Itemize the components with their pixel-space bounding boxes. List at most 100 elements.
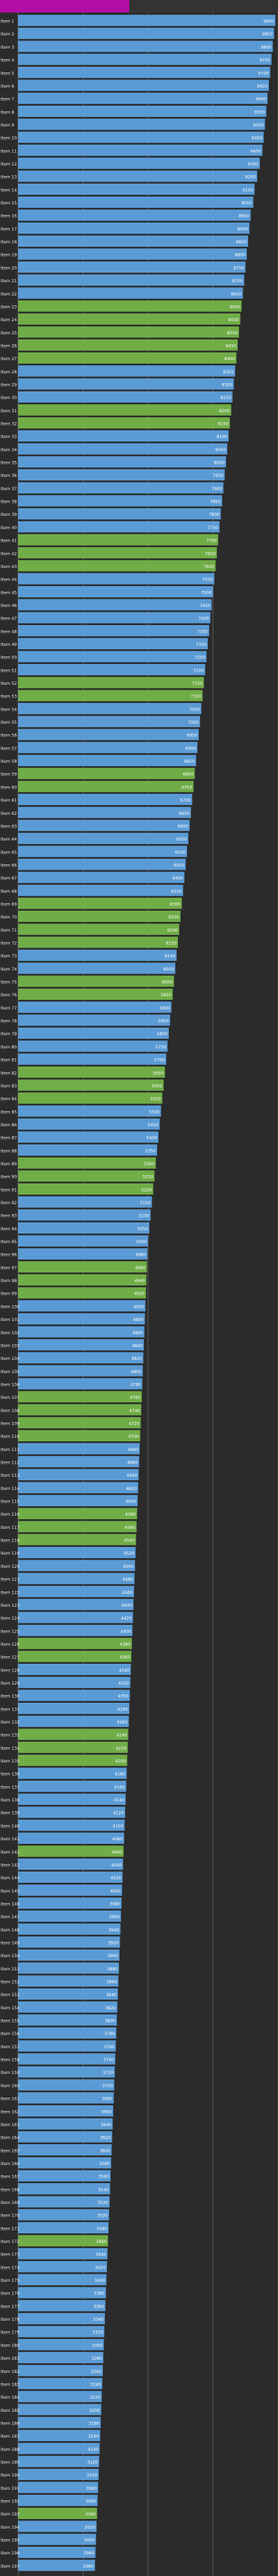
bar-category-label: Item 53 — [1, 695, 17, 699]
bar — [18, 677, 204, 688]
tab-right[interactable] — [129, 0, 278, 13]
bar-category-label: Item 157 — [1, 2045, 19, 2050]
bar-value-label: 3120 — [87, 2460, 97, 2465]
bar-value-label: 8750 — [234, 266, 244, 270]
bar — [18, 2222, 109, 2234]
bar-category-label: Item 85 — [1, 1110, 17, 1115]
bar — [18, 456, 227, 468]
bar — [18, 1560, 136, 1571]
bar-category-label: Item 142 — [1, 1850, 19, 1855]
bar-value-label: 4400 — [120, 1629, 131, 1634]
bar — [18, 1482, 138, 1493]
bar — [18, 495, 222, 507]
bar-value-label: 6350 — [171, 889, 181, 894]
bar-category-label: Item 129 — [1, 1681, 19, 1686]
bar-value-label: 6100 — [165, 954, 175, 959]
bar — [18, 832, 188, 844]
bar — [18, 274, 245, 286]
bar — [18, 1781, 126, 1792]
bar-value-label: 9650 — [257, 84, 268, 89]
bar — [18, 2417, 101, 2429]
bar — [18, 1196, 152, 1208]
bar-value-label: 3220 — [90, 2395, 100, 2400]
bar-category-label: Item 169 — [1, 2201, 19, 2205]
bar-value-label: 4100 — [113, 1824, 123, 1829]
bar — [18, 923, 179, 935]
bar-value-label: 7900 — [211, 487, 222, 492]
bar — [18, 105, 267, 118]
bar-category-label: Item 159 — [1, 2071, 19, 2075]
bar-value-label: 3060 — [85, 2500, 96, 2504]
bar-category-label: Item 176 — [1, 2292, 19, 2296]
bar-category-label: Item 12 — [1, 162, 17, 167]
bar-value-label: 4920 — [134, 1292, 145, 1297]
bar-category-label: Item 120 — [1, 1564, 19, 1569]
bar — [18, 1742, 128, 1753]
bar — [18, 2443, 100, 2454]
bar — [18, 534, 218, 546]
bar-value-label: 4140 — [114, 1798, 124, 1803]
bar-category-label: Item 83 — [1, 1084, 17, 1089]
bar-value-label: 3800 — [105, 2019, 115, 2024]
bar — [18, 2365, 103, 2376]
bar-value-label: 3400 — [95, 2278, 105, 2283]
bar-category-label: Item 125 — [1, 1629, 19, 1634]
bar-value-label: 4660 — [127, 1461, 138, 1466]
bar-value-label: 3160 — [88, 2434, 99, 2439]
bar-value-label: 3040 — [85, 2512, 95, 2517]
bar-value-label: 4180 — [115, 1772, 125, 1777]
bar — [18, 2312, 105, 2324]
bar — [18, 54, 272, 65]
bar — [18, 1248, 148, 1260]
bar-category-label: Item 141 — [1, 1837, 19, 1842]
bar — [18, 2274, 107, 2285]
tab-left[interactable] — [0, 0, 129, 13]
bar — [18, 1663, 131, 1676]
bar — [18, 2495, 98, 2506]
bar-category-label: Item 73 — [1, 954, 17, 959]
bar-value-label: 5250 — [142, 1175, 153, 1180]
bar-value-label: 7950 — [213, 473, 223, 478]
bar-value-label: 3540 — [98, 2187, 108, 2192]
bar — [18, 2014, 117, 2026]
bar-value-label: 8650 — [231, 292, 241, 297]
bar-value-label: 6000 — [162, 980, 172, 985]
bar-category-label: Item 16 — [1, 214, 17, 219]
bar — [18, 184, 255, 195]
bar — [18, 92, 268, 104]
bar-category-label: Item 44 — [1, 578, 17, 583]
bar-value-label: 9800 — [261, 45, 271, 50]
bar-category-label: Item 43 — [1, 565, 17, 569]
bar-category-label: Item 117 — [1, 1525, 19, 1530]
bar-category-label: Item 143 — [1, 1863, 19, 1868]
bar-category-label: Item 189 — [1, 2460, 19, 2465]
bar — [18, 2404, 101, 2415]
bar — [18, 2339, 104, 2351]
bar-value-label: 9900 — [263, 19, 274, 24]
bar-category-label: Item 105 — [1, 1370, 19, 1375]
bar-category-label: Item 161 — [1, 2097, 19, 2102]
bar — [18, 1014, 170, 1026]
bar — [18, 1118, 160, 1130]
bar — [18, 1910, 122, 1922]
bar — [18, 40, 273, 52]
bar — [18, 145, 263, 156]
bar-value-label: 3760 — [104, 2045, 114, 2050]
bar-value-label: 5200 — [141, 1188, 152, 1192]
bar — [18, 612, 211, 624]
bar-category-label: Item 124 — [1, 1617, 19, 1621]
bar — [18, 793, 193, 805]
bar-value-label: 8300 — [222, 382, 232, 387]
bar-category-label: Item 170 — [1, 2214, 19, 2219]
bar — [18, 1222, 149, 1234]
bar — [18, 1313, 145, 1325]
bar-value-label: 9700 — [258, 71, 268, 76]
bar — [18, 1001, 172, 1013]
bar-value-label: 5300 — [144, 1162, 154, 1167]
bar-value-label: 4540 — [124, 1539, 135, 1544]
bar-value-label: 9050 — [241, 201, 252, 206]
bar-value-label: 3900 — [108, 1954, 118, 1959]
bar-category-label: Item 60 — [1, 785, 17, 790]
bar-value-label: 4880 — [133, 1318, 143, 1322]
bar-value-label: 4440 — [122, 1603, 132, 1608]
